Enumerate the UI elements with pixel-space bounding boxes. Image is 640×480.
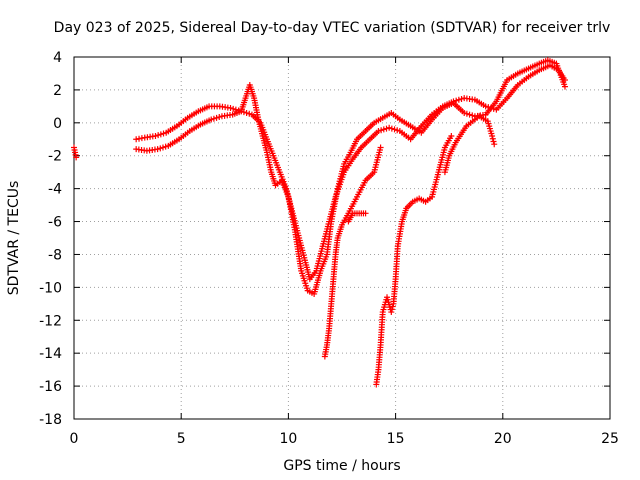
series-5 xyxy=(373,132,455,388)
y-tick-label: -14 xyxy=(39,346,62,362)
y-tick-label: 4 xyxy=(53,50,62,66)
data-point xyxy=(458,95,465,102)
data-point xyxy=(216,114,223,121)
y-tick-label: -16 xyxy=(39,379,62,395)
data-point xyxy=(388,309,395,316)
data-point xyxy=(159,144,166,151)
data-point xyxy=(561,83,568,90)
data-series xyxy=(71,57,568,388)
data-point xyxy=(157,145,164,152)
y-tick-label: 2 xyxy=(53,83,62,99)
y-tick-label: -6 xyxy=(48,215,62,231)
data-point xyxy=(160,130,167,137)
y-tick-label: -2 xyxy=(48,149,62,165)
plot-frame xyxy=(73,56,611,420)
data-point xyxy=(386,124,393,131)
y-tick-label: -10 xyxy=(39,280,62,296)
y-tick-label: -18 xyxy=(39,412,62,428)
data-point xyxy=(388,125,395,132)
axis-ticks: 0 5 10 15 20 25 -18 -16 -14 -12 -10 -8 -6 -4 -2 0 2 4 xyxy=(39,50,619,447)
data-point xyxy=(157,131,164,138)
data-point xyxy=(73,154,80,161)
data-point xyxy=(489,135,496,142)
x-tick-label: 0 xyxy=(70,431,79,447)
x-tick-label: 10 xyxy=(279,431,297,447)
data-point xyxy=(232,106,239,113)
x-axis-label: GPS time / hours xyxy=(283,458,400,474)
data-point xyxy=(489,132,496,139)
data-point xyxy=(377,144,384,151)
data-point xyxy=(243,109,250,116)
data-point xyxy=(466,111,473,118)
y-tick-label: -12 xyxy=(39,313,62,329)
chart-title: Day 023 of 2025, Sidereal Day-to-day VTE… xyxy=(54,20,611,36)
data-point xyxy=(246,110,253,117)
data-point xyxy=(391,126,398,133)
data-point xyxy=(213,114,220,121)
y-tick-label: -8 xyxy=(48,247,62,263)
data-point xyxy=(389,303,396,310)
data-point xyxy=(490,138,497,145)
x-tick-label: 15 xyxy=(387,431,405,447)
data-point xyxy=(152,132,159,139)
data-point xyxy=(455,96,462,103)
data-point xyxy=(162,143,169,150)
data-point xyxy=(394,127,401,134)
data-point xyxy=(210,115,217,122)
data-point xyxy=(461,109,468,116)
data-point xyxy=(491,141,498,148)
series-track xyxy=(375,135,452,385)
series-4 xyxy=(321,144,384,360)
data-point xyxy=(380,126,387,133)
x-tick-label: 25 xyxy=(601,431,619,447)
data-point xyxy=(469,112,476,119)
data-point xyxy=(378,127,385,134)
x-tick-label: 20 xyxy=(494,431,512,447)
data-point xyxy=(208,116,215,123)
series-6 xyxy=(345,210,369,225)
data-point xyxy=(155,132,162,139)
y-axis-label: SDTVAR / TECUs xyxy=(6,181,22,296)
series-3 xyxy=(133,57,568,297)
series-7 xyxy=(441,113,498,176)
data-point xyxy=(389,306,396,313)
data-point xyxy=(230,105,237,112)
y-tick-label: 0 xyxy=(53,116,62,132)
grid xyxy=(74,57,610,419)
data-point xyxy=(383,125,390,132)
data-point xyxy=(362,210,369,217)
data-point xyxy=(227,105,234,112)
data-point xyxy=(375,128,382,135)
series-1 xyxy=(71,144,80,161)
data-point xyxy=(463,110,470,117)
x-tick-label: 5 xyxy=(177,431,186,447)
data-point xyxy=(154,146,161,153)
y-tick-label: -4 xyxy=(48,182,62,198)
data-point xyxy=(482,103,489,110)
data-point xyxy=(448,132,455,139)
